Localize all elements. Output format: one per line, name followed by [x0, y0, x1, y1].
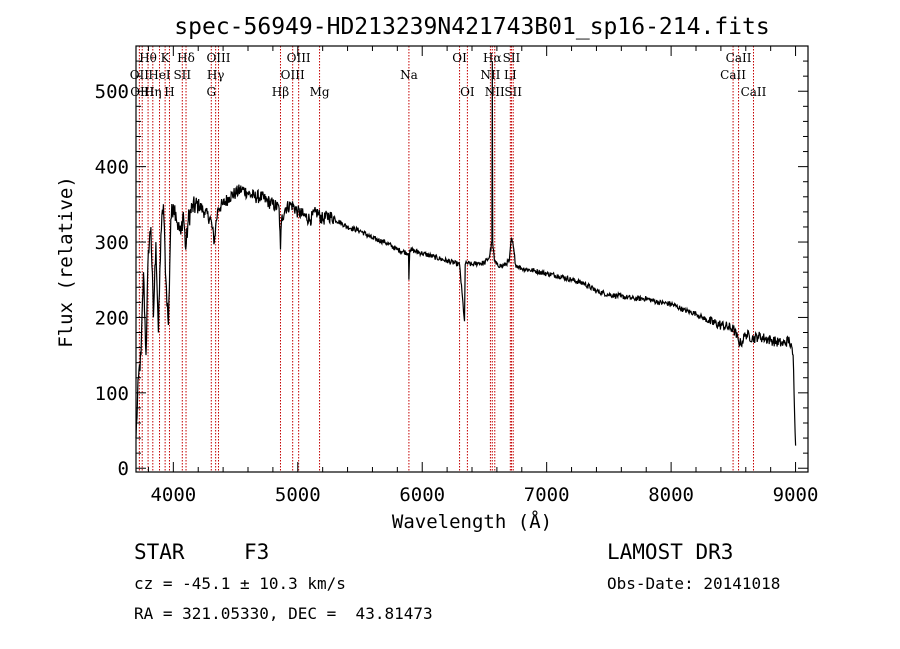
y-tick-label-4: 400 — [95, 157, 129, 179]
y-axis-label: Flux (relative) — [55, 176, 77, 348]
line-label-19: Hα — [483, 51, 502, 65]
line-label-15: Mg — [310, 85, 330, 99]
x-tick-label-1: 5000 — [275, 484, 321, 506]
line-label-4: HeI — [148, 68, 171, 82]
axis-ticks — [136, 46, 808, 472]
spectrum-line — [135, 61, 797, 446]
line-label-5: Hη — [144, 85, 162, 99]
line-label-17: OI — [452, 51, 467, 65]
observation-date: Obs-Date: 20141018 — [607, 574, 781, 593]
line-label-3: K — [161, 51, 171, 65]
line-label-10: Hγ — [207, 68, 225, 82]
line-label-24: SII — [504, 85, 522, 99]
chart-title: spec-56949-HD213239N421743B01_sp16-214.f… — [174, 14, 769, 40]
line-label-21: NII — [485, 85, 505, 99]
axis-tick-labels: 4000 5000 6000 7000 8000 9000 0 100 200 300 400 500 — [95, 81, 819, 506]
x-tick-label-0: 4000 — [150, 484, 196, 506]
line-label-22: SII — [503, 51, 521, 65]
line-label-9: OIII — [206, 51, 230, 65]
line-label-6: Hδ — [177, 51, 195, 65]
line-label-26: CaII — [720, 68, 746, 82]
x-tick-label-2: 6000 — [399, 484, 445, 506]
line-label-11: G — [206, 85, 216, 99]
y-tick-label-3: 300 — [95, 232, 129, 254]
line-label-13: OIII — [281, 68, 305, 82]
x-tick-label-3: 7000 — [524, 484, 570, 506]
line-label-7: SII — [173, 68, 191, 82]
line-label-8: H — [164, 85, 174, 99]
line-label-20: NII — [480, 68, 500, 82]
plot-frame — [135, 45, 809, 473]
y-tick-label-1: 100 — [95, 383, 129, 405]
x-tick-label-4: 8000 — [648, 484, 694, 506]
line-label-12: OIII — [287, 51, 311, 65]
coordinates: RA = 321.05330, DEC = 43.81473 — [134, 604, 433, 623]
line-label-16: Na — [400, 68, 418, 82]
x-tick-label-5: 9000 — [773, 484, 819, 506]
line-label-27: CaII — [741, 85, 767, 99]
line-label-0: Hθ — [139, 51, 157, 65]
y-tick-label-0: 0 — [118, 458, 129, 480]
line-label-1: OII — [130, 68, 150, 82]
y-tick-label-5: 500 — [95, 81, 129, 103]
y-tick-label-2: 200 — [95, 307, 129, 329]
object-subclass: F3 — [244, 540, 270, 564]
redshift-velocity: cz = -45.1 ± 10.3 km/s — [134, 574, 346, 593]
line-label-18: OI — [460, 85, 475, 99]
x-axis-label: Wavelength (Å) — [392, 510, 552, 533]
survey-name: LAMOST DR3 — [607, 540, 734, 564]
line-label-23: LI — [504, 68, 517, 82]
object-class: STAR — [134, 540, 185, 564]
line-label-14: Hβ — [272, 85, 289, 99]
line-label-25: CaII — [726, 51, 752, 65]
